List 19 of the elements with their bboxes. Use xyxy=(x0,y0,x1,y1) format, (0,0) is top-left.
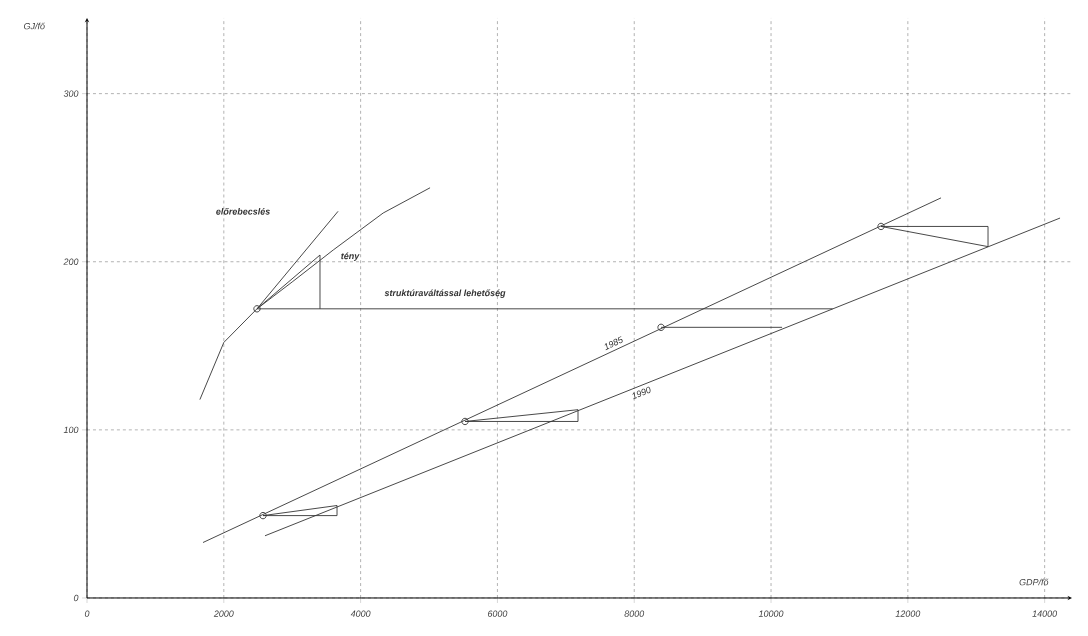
text: 1985 xyxy=(604,336,623,351)
x-tick-label: 0 xyxy=(84,610,90,617)
x-tick-label: 10000 xyxy=(758,610,784,617)
x-tick-label: 14000 xyxy=(1032,610,1058,617)
y-tick-label: 300 xyxy=(63,90,79,97)
x-tick-label: 2000 xyxy=(213,610,234,617)
annotation: előrebecslés xyxy=(216,207,270,215)
x-tick-label: 8000 xyxy=(624,610,645,617)
x-tick-label: 12000 xyxy=(895,610,921,617)
x-tick-label: 6000 xyxy=(487,610,508,617)
y-axis-title: GJ/fő xyxy=(23,22,46,30)
y-tick-label: 0 xyxy=(73,594,79,602)
x-axis-title: GDP/fő xyxy=(1019,578,1049,586)
annotation: tény xyxy=(341,252,360,261)
x-tick-label: 4000 xyxy=(350,610,371,617)
y-tick-label: 100 xyxy=(63,426,79,434)
text: 1990 xyxy=(632,386,651,400)
y-tick-label: 200 xyxy=(63,258,79,265)
annotation: struktúraváltással lehetőség xyxy=(384,289,506,298)
